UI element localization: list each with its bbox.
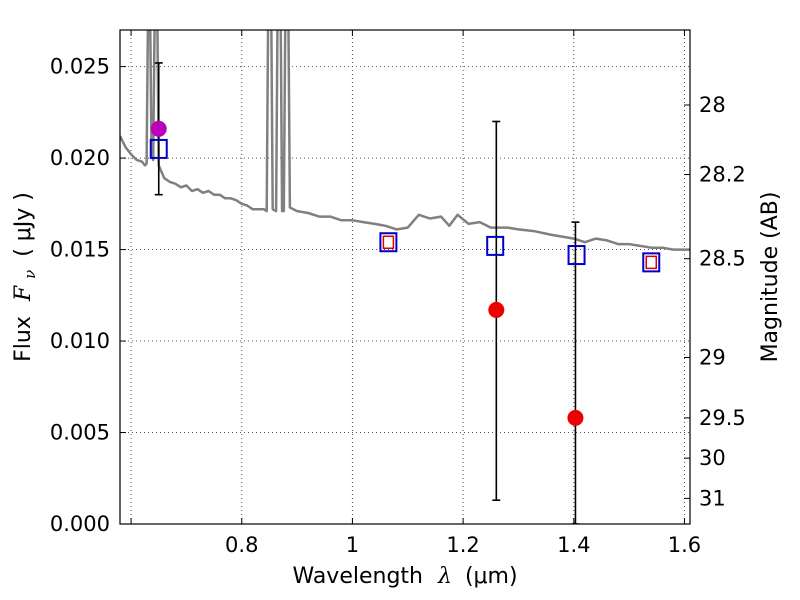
model-photometry-square	[486, 235, 505, 256]
model-photometry-square	[567, 245, 586, 266]
y-axis-subscript: ν	[21, 270, 39, 279]
x-axis-label: Wavelength	[292, 564, 423, 589]
y2-tick-label: 29	[699, 346, 726, 370]
plot-area	[120, 30, 690, 524]
x-axis-title: Wavelength λ (μm)	[292, 564, 517, 589]
y-tick-label: 0.025	[50, 55, 110, 79]
y2-tick-label: 31	[699, 486, 726, 510]
y-axis-label: Flux	[11, 316, 36, 362]
x-tick-label: 0.8	[225, 533, 258, 557]
tick-marks	[120, 30, 690, 525]
y-axis-title: Flux F ν ( μJy )	[11, 192, 41, 362]
model-photometry-inner-square	[645, 255, 658, 270]
y2-tick-label: 29.5	[699, 406, 746, 430]
y2-tick-label: 30	[699, 446, 726, 470]
y2-axis-title: Magnitude (AB)	[758, 192, 783, 363]
x-axis-symbol: λ	[437, 564, 452, 589]
y2-tick-label: 28.5	[699, 247, 746, 271]
x-tick-label: 1.4	[557, 533, 590, 557]
y-tick-label: 0.015	[50, 238, 110, 262]
y-axis-symbol: F	[11, 285, 36, 302]
x-tick-label: 1.6	[668, 533, 701, 557]
data-layer	[120, 30, 690, 524]
observed-point	[150, 120, 167, 137]
observed-point	[567, 409, 584, 426]
model-photometry-square	[642, 252, 661, 273]
y-tick-label: 0.000	[50, 512, 110, 536]
y-tick-label: 0.010	[50, 329, 110, 353]
y-tick-label: 0.020	[50, 146, 110, 170]
y-tick-label: 0.005	[50, 421, 110, 445]
tick-labels: 0.8 1 1.2 1.4 1.6 0.000 0.005 0.010 0.015 0.020 0.…	[50, 55, 746, 557]
y-axis-unit: ( μJy )	[11, 192, 36, 257]
observed-point	[488, 301, 505, 318]
model-photometry-inner-square	[382, 235, 395, 249]
model-photometry-square	[149, 138, 168, 159]
x-tick-label: 1.2	[446, 533, 479, 557]
x-axis-unit: (μm)	[465, 564, 518, 589]
y2-tick-label: 28	[699, 93, 726, 117]
model-photometry-square	[379, 232, 398, 253]
y2-tick-label: 28.2	[699, 163, 746, 187]
x-tick-label: 1	[346, 533, 359, 557]
plot-frame	[119, 29, 691, 525]
